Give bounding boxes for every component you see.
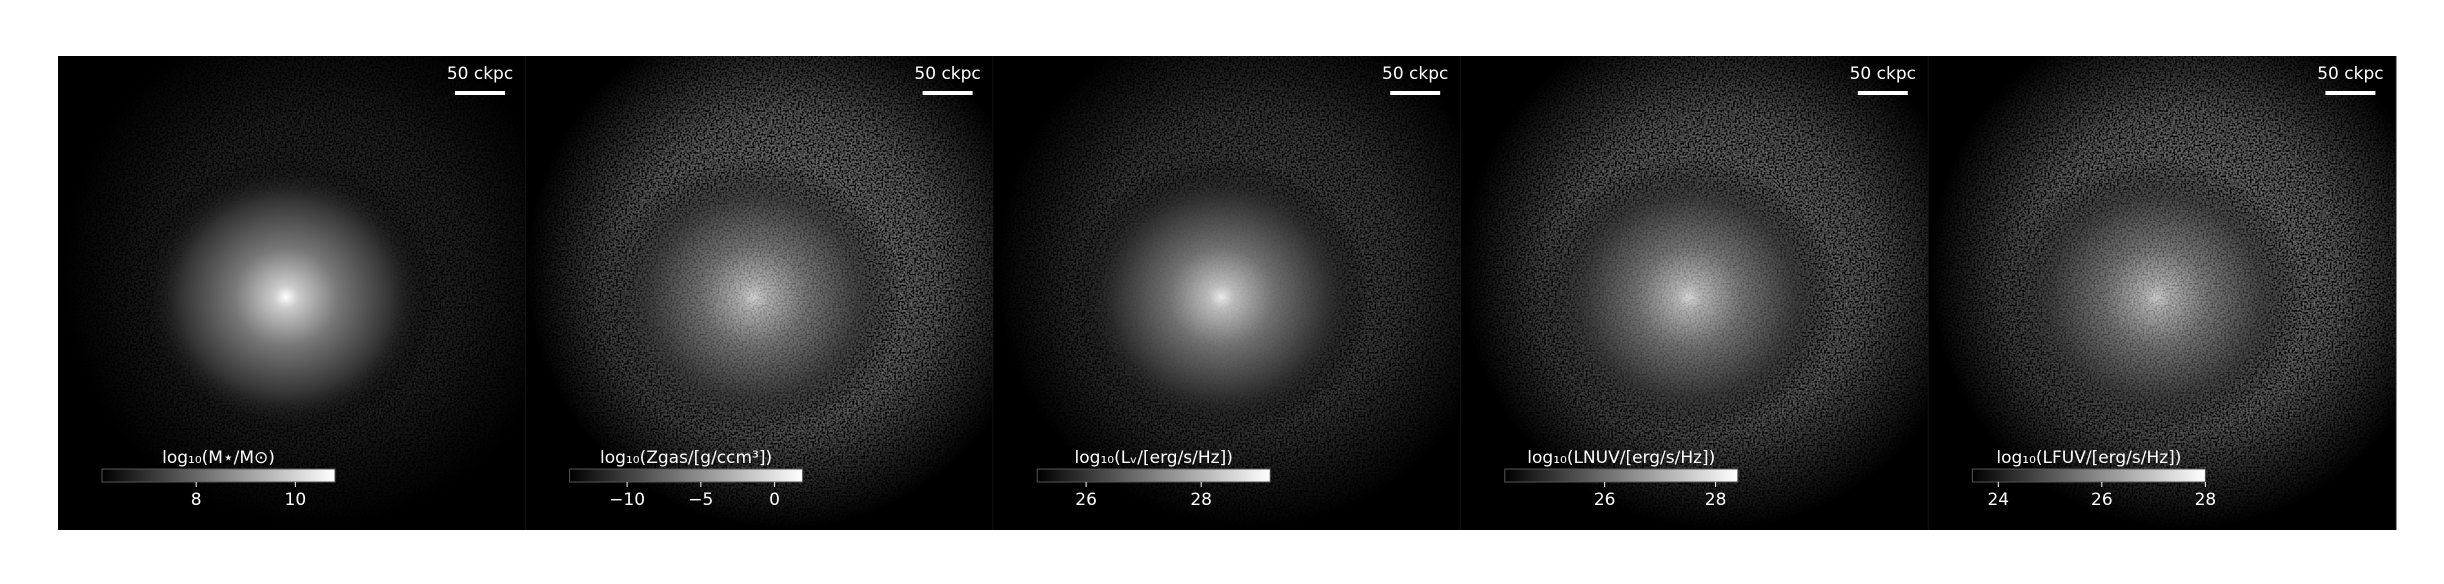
colorbar-label: log₁₀(LNUV/[erg/s/Hz]) xyxy=(1527,448,1715,468)
colorbar-tick-label: 10 xyxy=(285,490,307,510)
colorbar xyxy=(1036,468,1271,483)
colorbar-label: log₁₀(Zgas/[g/ccm³]) xyxy=(600,448,772,468)
panel: 50 ckpc log₁₀(M⋆/M⊙) 8 10 xyxy=(58,56,527,530)
galaxy-core xyxy=(603,157,904,437)
galaxy-core xyxy=(2006,157,2307,437)
colorbar-tick-label: −10 xyxy=(609,490,645,510)
colorbar-label: log₁₀(Lᵥ/[erg/s/Hz]) xyxy=(1075,448,1233,468)
colorbar-tick-label: 28 xyxy=(1190,490,1212,510)
colorbar xyxy=(569,468,804,483)
colorbar-tick-label: 28 xyxy=(2195,490,2217,510)
colorbar-tick-label: 8 xyxy=(191,490,202,510)
colorbar-label: log₁₀(LFUV/[erg/s/Hz]) xyxy=(1996,448,2181,468)
colorbar xyxy=(1504,468,1739,483)
colorbar-tick-label: 0 xyxy=(769,490,780,510)
colorbar-tick-label: 24 xyxy=(1987,490,2009,510)
colorbar xyxy=(1971,468,2206,483)
panel: 50 ckpc log₁₀(Zgas/[g/ccm³]) −10 −5 0 xyxy=(525,56,994,530)
colorbar xyxy=(101,468,336,483)
colorbar-tick-label: 28 xyxy=(1705,490,1727,510)
galaxy-core xyxy=(136,157,436,437)
panel: 50 ckpc log₁₀(LFUV/[erg/s/Hz]) 24 26 28 xyxy=(1928,56,2397,530)
colorbar-label: log₁₀(M⋆/M⊙) xyxy=(162,448,275,468)
colorbar-tick-label: 26 xyxy=(1594,490,1616,510)
colorbar-tick-label: 26 xyxy=(1075,490,1097,510)
galaxy-core xyxy=(1538,157,1839,437)
scale-bar-label: 50 ckpc xyxy=(2317,64,2383,84)
scale-bar-label: 50 ckpc xyxy=(914,64,980,84)
panel: 50 ckpc log₁₀(LNUV/[erg/s/Hz]) 26 28 xyxy=(1460,56,1929,530)
colorbar-tick-label: −5 xyxy=(688,490,713,510)
panel: 50 ckpc log₁₀(Lᵥ/[erg/s/Hz]) 26 28 xyxy=(993,56,1462,530)
colorbar-tick-label: 26 xyxy=(2091,490,2113,510)
galaxy-core xyxy=(1071,157,1372,437)
scale-bar-label: 50 ckpc xyxy=(1382,64,1448,84)
scale-bar-label: 50 ckpc xyxy=(1850,64,1916,84)
scale-bar-label: 50 ckpc xyxy=(447,64,513,84)
